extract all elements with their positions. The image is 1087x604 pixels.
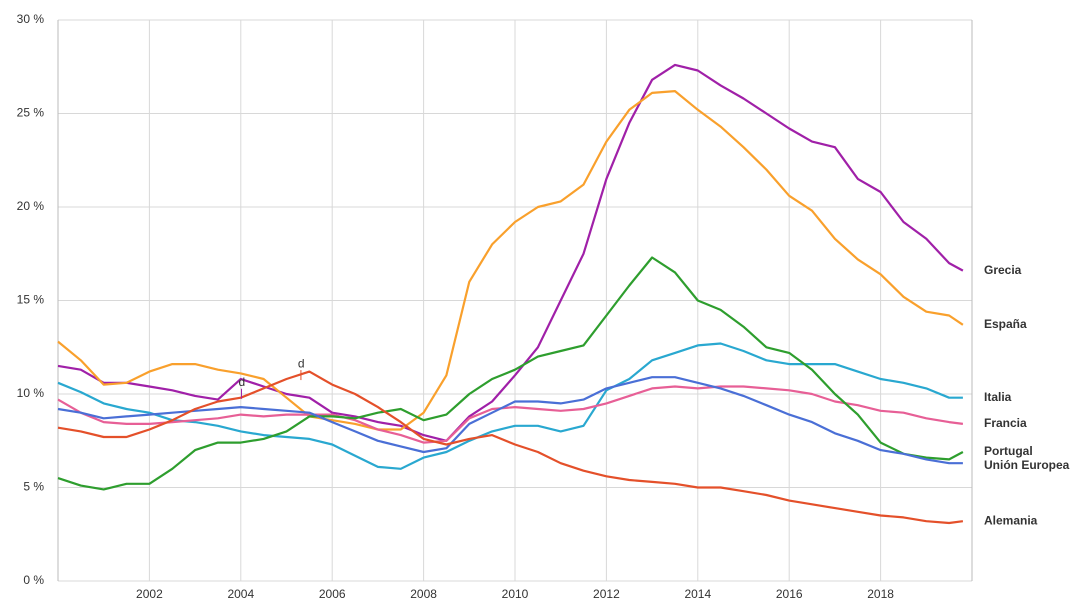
x-tick-label: 2014 <box>684 587 711 601</box>
series-line <box>57 342 963 470</box>
y-tick-label: 10 % <box>17 386 45 400</box>
x-tick-label: 2002 <box>136 587 163 601</box>
series-line <box>57 256 964 491</box>
y-tick-label: 30 % <box>17 12 45 26</box>
x-tick-label: 2008 <box>410 587 437 601</box>
y-tick-label: 20 % <box>17 199 45 213</box>
legend-label: Italia <box>984 390 1012 404</box>
legend-label: España <box>984 317 1027 331</box>
annotation: d <box>298 356 305 370</box>
x-tick-label: 2004 <box>227 587 254 601</box>
y-tick-label: 25 % <box>17 106 45 120</box>
series-line <box>57 90 964 431</box>
series-line <box>57 63 964 442</box>
series-line <box>57 376 963 465</box>
series-line <box>57 370 964 525</box>
y-tick-label: 0 % <box>23 573 44 587</box>
legend-label: Grecia <box>984 263 1022 277</box>
y-tick-label: 15 % <box>17 293 45 307</box>
series-line <box>57 385 964 444</box>
legend-label: Francia <box>984 416 1027 430</box>
legend-label: Unión Europea <box>984 458 1070 472</box>
x-tick-label: 2010 <box>502 587 529 601</box>
legend-label: Portugal <box>984 444 1033 458</box>
x-tick-label: 2018 <box>867 587 894 601</box>
y-tick-label: 5 % <box>23 480 44 494</box>
x-tick-label: 2006 <box>319 587 346 601</box>
annotation: d <box>239 375 246 389</box>
x-tick-label: 2012 <box>593 587 620 601</box>
legend-label: Alemania <box>984 513 1038 527</box>
x-tick-label: 2016 <box>776 587 803 601</box>
